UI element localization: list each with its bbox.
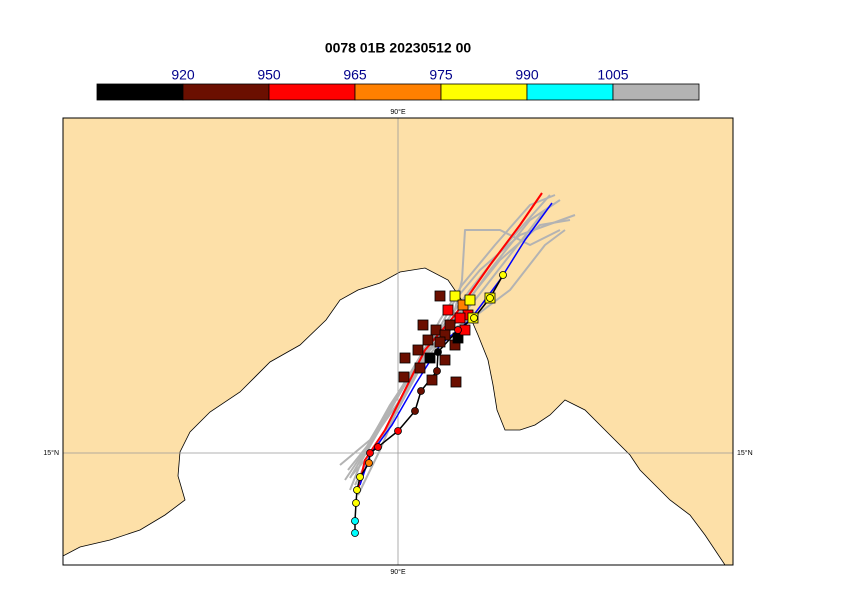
forecast-position bbox=[439, 354, 451, 366]
colorbar-segment bbox=[96, 83, 184, 101]
colorbar-label: 950 bbox=[257, 67, 281, 83]
colorbar-segment bbox=[354, 83, 442, 101]
observed-position bbox=[394, 427, 402, 435]
forecast-position bbox=[399, 352, 411, 364]
forecast-position bbox=[449, 290, 461, 302]
colorbar-label: 975 bbox=[429, 67, 453, 83]
forecast-position bbox=[424, 352, 436, 364]
forecast-position bbox=[434, 290, 446, 302]
title: 0078 01B 20230512 00 bbox=[325, 40, 472, 56]
forecast-position bbox=[430, 324, 442, 336]
colorbar-label: 1005 bbox=[597, 67, 628, 83]
observed-position bbox=[356, 473, 364, 481]
colorbar-segment bbox=[612, 83, 700, 101]
observed-position bbox=[366, 449, 374, 457]
forecast-position bbox=[442, 304, 454, 316]
observed-position bbox=[417, 387, 425, 395]
observed-position bbox=[499, 271, 507, 279]
colorbar: 920 950 965 975 990 1005 bbox=[96, 67, 700, 101]
lon-label: 90°E bbox=[390, 108, 406, 116]
observed-position bbox=[365, 459, 373, 467]
lat-label: 15°N bbox=[737, 449, 753, 457]
ensemble-track bbox=[351, 214, 576, 476]
forecast-position bbox=[417, 319, 429, 331]
colorbar-label: 920 bbox=[171, 67, 195, 83]
observed-position bbox=[434, 348, 442, 356]
forecast-position bbox=[434, 336, 446, 348]
ensemble-track bbox=[347, 229, 561, 471]
colorbar-label: 990 bbox=[515, 67, 539, 83]
forecast-position bbox=[422, 334, 434, 346]
observed-position bbox=[486, 294, 494, 302]
map-frame bbox=[62, 117, 734, 566]
colorbar-segment bbox=[268, 83, 356, 101]
lon-label: 90°E bbox=[390, 568, 406, 576]
colorbar-segment bbox=[526, 83, 614, 101]
ensemble-track bbox=[349, 194, 556, 479]
forecast-position bbox=[398, 371, 410, 383]
observed-position bbox=[433, 367, 441, 375]
observed-position bbox=[411, 407, 419, 415]
forecast-position bbox=[450, 376, 462, 388]
forecast-position bbox=[464, 294, 476, 306]
map: 90°E 90°E 15°N 15°N bbox=[43, 108, 752, 576]
observed-position bbox=[374, 443, 382, 451]
observed-position bbox=[352, 499, 360, 507]
observed-position bbox=[351, 529, 359, 537]
observed-position bbox=[454, 326, 462, 334]
forecast-position bbox=[412, 344, 424, 356]
observed-position bbox=[351, 517, 359, 525]
observed-position bbox=[353, 486, 361, 494]
colorbar-label: 965 bbox=[343, 67, 367, 83]
colorbar-segment bbox=[182, 83, 270, 101]
forecast-position bbox=[444, 319, 456, 331]
lat-label: 15°N bbox=[43, 449, 59, 457]
observed-position bbox=[470, 314, 478, 322]
colorbar-segment bbox=[440, 83, 528, 101]
forecast-position bbox=[414, 362, 426, 374]
forecast-position bbox=[426, 374, 438, 386]
tracks bbox=[339, 192, 576, 537]
forecast-position bbox=[454, 312, 466, 324]
